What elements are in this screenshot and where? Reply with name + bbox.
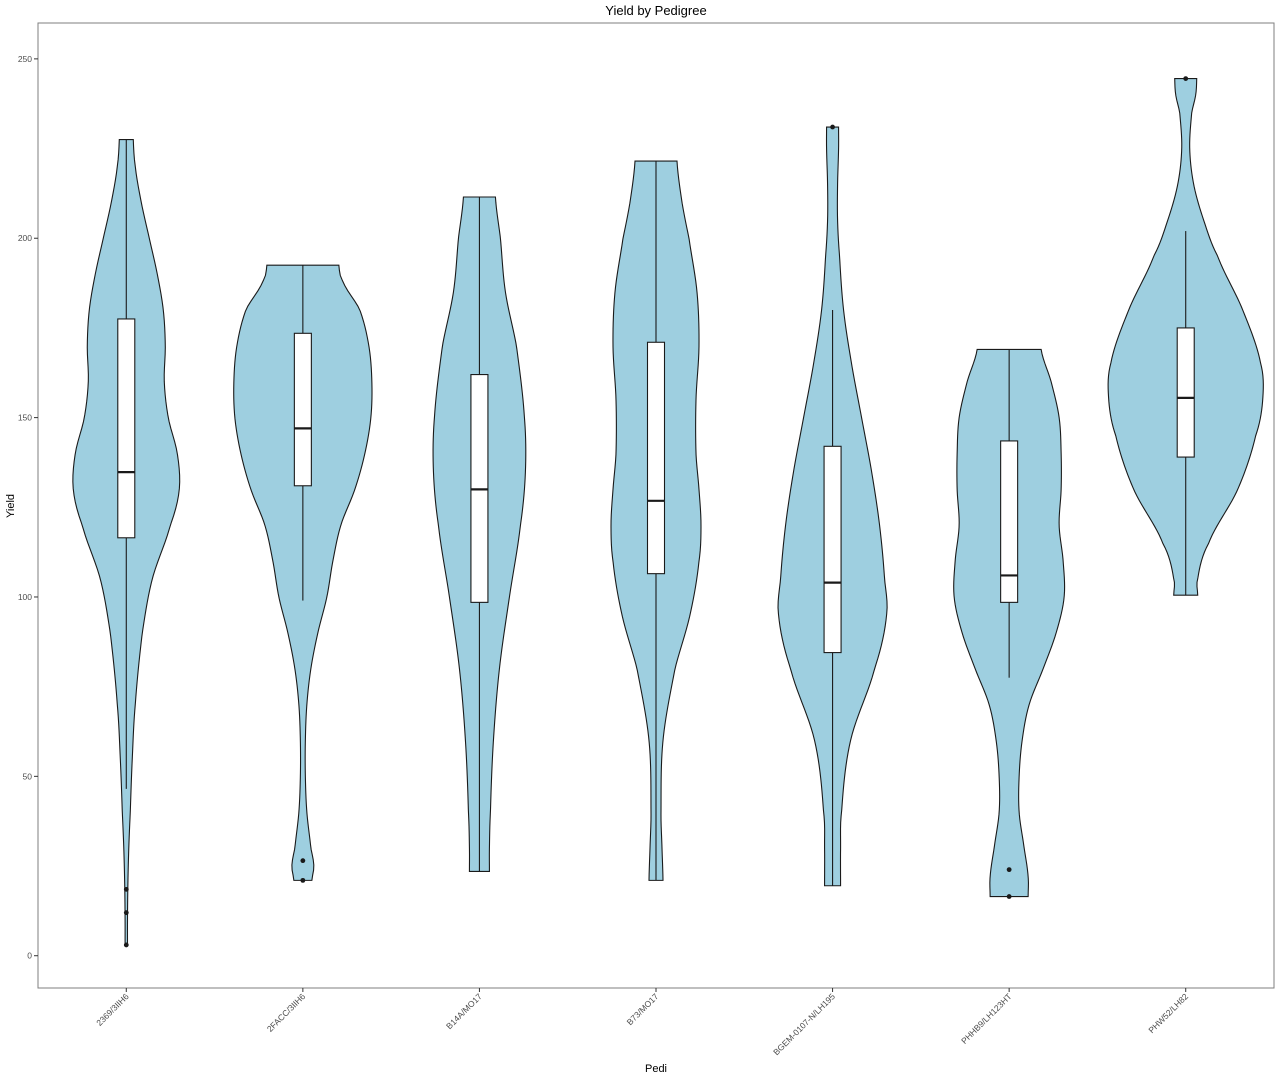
y-tick-label: 200 — [18, 233, 32, 243]
outlier-point — [1183, 76, 1189, 82]
violin-group — [432, 196, 527, 872]
box-iqr — [1176, 327, 1195, 458]
x-tick-label: PHW52/LH82 — [1146, 991, 1190, 1035]
violins-layer — [72, 76, 1264, 948]
x-tick-label: BGEM-0107-N/LH195 — [771, 991, 837, 1057]
y-tick-label: 0 — [27, 951, 32, 961]
violin-group — [777, 124, 888, 887]
box-iqr — [1000, 440, 1019, 603]
y-tick-label: 100 — [18, 592, 32, 602]
box-iqr — [646, 341, 666, 575]
outlier-point — [123, 886, 129, 892]
x-tick-label: B73/MO17 — [625, 991, 661, 1027]
x-tick-label: PHHB9/LH123HT — [959, 991, 1014, 1046]
violin-group — [1107, 76, 1264, 596]
x-tick-label: 2369/3IIH6 — [94, 991, 131, 1028]
x-tick-label: B14A/MO17 — [444, 991, 484, 1031]
violin-group — [233, 264, 373, 883]
outlier-point — [830, 124, 835, 130]
outlier-point — [123, 942, 129, 948]
box-iqr — [117, 318, 136, 539]
x-axis-label: Pedi — [645, 1063, 667, 1075]
outlier-point — [123, 910, 129, 916]
outlier-point — [1006, 894, 1012, 899]
outlier-point — [300, 858, 306, 864]
y-tick-label: 250 — [18, 54, 32, 64]
outlier-point — [300, 877, 306, 883]
violin-group — [953, 348, 1066, 899]
box-iqr — [293, 332, 312, 487]
y-tick-label: 50 — [23, 771, 33, 781]
y-axis-label: Yield — [5, 494, 17, 518]
violin-group — [610, 160, 702, 881]
chart-title: Yield by Pedigree — [605, 3, 706, 18]
outlier-point — [1006, 867, 1012, 873]
violin-group — [72, 139, 181, 948]
x-tick-label: 2FACC/3IIH6 — [265, 991, 308, 1034]
y-axis: 0 50 100 150 200 250 — [18, 54, 38, 961]
y-tick-label: 150 — [18, 413, 32, 423]
box-iqr — [823, 445, 842, 654]
x-axis: 2369/3IIH6 2FACC/3IIH6 B14A/MO17 B73/MO17 BG… — [94, 988, 1190, 1057]
